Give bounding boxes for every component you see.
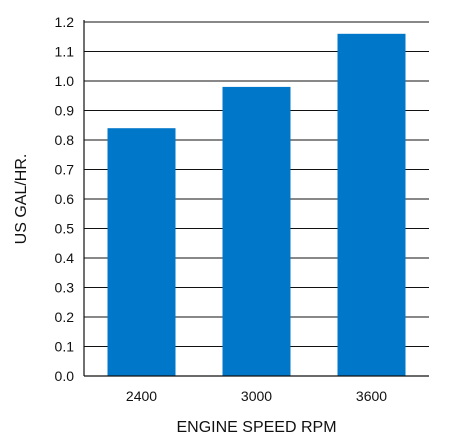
y-tick-label: 1.1 xyxy=(55,44,75,60)
y-tick-labels: 0.0 0.1 0.2 0.3 0.4 0.5 0.6 0.7 0.8 0.9 1.0 1.1 1.2 xyxy=(55,14,75,384)
y-tick-label: 0.0 xyxy=(55,368,75,384)
x-tick-labels: 2400 3000 3600 xyxy=(126,388,387,404)
y-tick-label: 1.2 xyxy=(55,14,75,30)
axes xyxy=(83,20,429,377)
bars xyxy=(107,33,406,377)
y-tick-label: 0.7 xyxy=(55,162,75,178)
y-tick-label: 0.3 xyxy=(55,280,75,296)
y-tick-label: 0.4 xyxy=(55,250,75,266)
bar-2400 xyxy=(107,128,176,376)
x-tick-label: 3600 xyxy=(356,388,387,404)
y-tick-label: 0.9 xyxy=(55,103,75,119)
bar-3000 xyxy=(222,86,291,377)
y-tick-label: 0.8 xyxy=(55,132,75,148)
x-axis-title: ENGINE SPEED RPM xyxy=(176,419,336,436)
y-tick-label: 0.5 xyxy=(55,221,75,237)
y-tick-label: 1.0 xyxy=(55,73,75,89)
y-tick-label: 0.2 xyxy=(55,309,75,325)
y-tick-label: 0.1 xyxy=(55,339,75,355)
bar-3600 xyxy=(337,33,406,377)
y-axis-title: US GAL/HR. xyxy=(13,154,30,245)
y-tick-label: 0.6 xyxy=(55,191,75,207)
x-tick-label: 2400 xyxy=(126,388,157,404)
x-tick-label: 3000 xyxy=(241,388,272,404)
